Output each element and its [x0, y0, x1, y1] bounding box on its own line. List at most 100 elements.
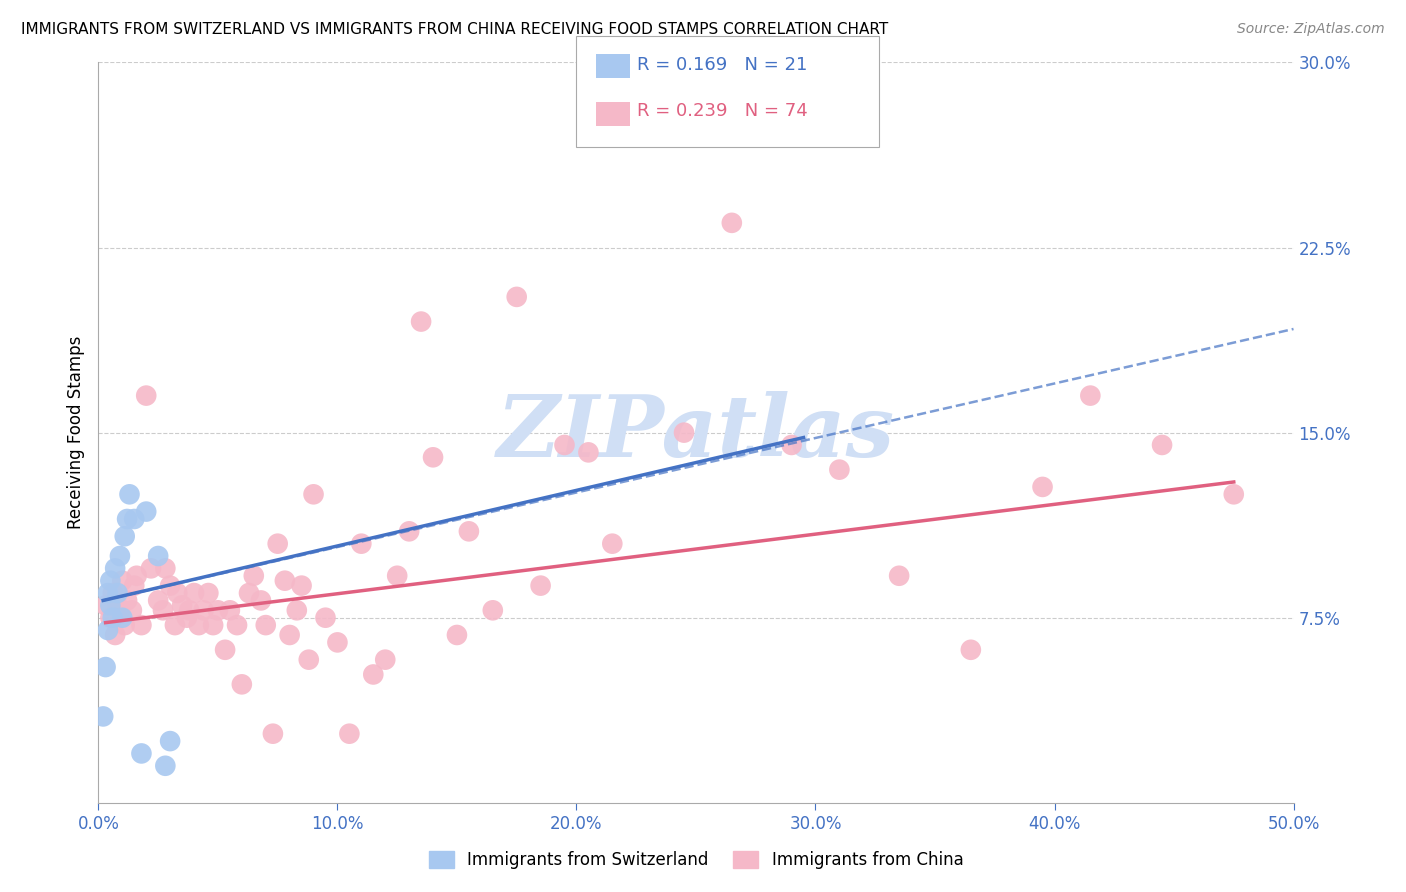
Point [350, 536, 373, 550]
Text: Source: ZipAtlas.com: Source: ZipAtlas.com [1237, 22, 1385, 37]
Point [1223, 487, 1246, 501]
Point [139, 561, 162, 575]
Text: ZIPatlas: ZIPatlas [496, 391, 896, 475]
Text: IMMIGRANTS FROM SWITZERLAND VS IMMIGRANTS FROM CHINA RECEIVING FOOD STAMPS CORRE: IMMIGRANTS FROM SWITZERLAND VS IMMIGRANT… [21, 22, 889, 37]
Point [1152, 438, 1174, 452]
Point [98, 574, 122, 588]
Point [315, 610, 337, 624]
Point [179, 603, 201, 617]
Point [780, 438, 803, 452]
Point [374, 653, 396, 667]
Point [152, 603, 174, 617]
Point [101, 586, 124, 600]
Point [721, 216, 744, 230]
Point [148, 593, 170, 607]
Point [148, 549, 170, 563]
Point [262, 727, 284, 741]
Point [115, 593, 138, 607]
Point [108, 549, 131, 563]
Point [411, 314, 433, 328]
Point [155, 561, 177, 575]
Point [187, 618, 209, 632]
Point [159, 734, 181, 748]
Point [107, 586, 129, 600]
Point [446, 628, 468, 642]
Point [250, 593, 273, 607]
Point [960, 642, 983, 657]
Point [219, 603, 242, 617]
Point [828, 462, 851, 476]
Point [226, 618, 249, 632]
Point [118, 487, 141, 501]
Point [889, 568, 911, 582]
Point [193, 603, 215, 617]
Point [302, 487, 325, 501]
Point [108, 603, 131, 617]
Point [398, 524, 420, 539]
Point [104, 561, 127, 575]
Point [111, 610, 134, 624]
Point [202, 618, 225, 632]
Legend: Immigrants from Switzerland, Immigrants from China: Immigrants from Switzerland, Immigrants … [422, 845, 970, 876]
Point [163, 618, 186, 632]
Point [458, 524, 481, 539]
Point [274, 574, 297, 588]
Point [111, 574, 134, 588]
Point [155, 758, 177, 772]
Point [197, 586, 219, 600]
Point [385, 568, 409, 582]
Point [91, 709, 114, 723]
Point [422, 450, 444, 465]
Point [238, 586, 260, 600]
Point [121, 603, 143, 617]
Point [124, 579, 146, 593]
Point [125, 568, 148, 582]
Point [159, 579, 181, 593]
Point [114, 529, 136, 543]
Point [131, 747, 153, 761]
Point [115, 512, 138, 526]
Point [721, 104, 744, 119]
Point [107, 599, 129, 613]
Text: R = 0.239   N = 74: R = 0.239 N = 74 [637, 103, 807, 120]
Point [1032, 480, 1054, 494]
Point [530, 579, 553, 593]
Y-axis label: Receiving Food Stamps: Receiving Food Stamps [66, 336, 84, 529]
Point [554, 438, 576, 452]
Text: R = 0.169   N = 21: R = 0.169 N = 21 [637, 56, 807, 74]
Point [183, 586, 205, 600]
Point [94, 660, 117, 674]
Point [176, 610, 198, 624]
Point [1080, 388, 1102, 402]
Point [114, 618, 136, 632]
Point [214, 642, 236, 657]
Point [101, 610, 124, 624]
Point [278, 628, 301, 642]
Point [135, 505, 157, 519]
Point [207, 603, 229, 617]
Point [98, 610, 122, 624]
Point [578, 445, 600, 459]
Point [481, 603, 505, 617]
Point [243, 568, 266, 582]
Point [673, 425, 696, 440]
Point [339, 727, 361, 741]
Point [172, 599, 194, 613]
Point [124, 512, 146, 526]
Point [97, 623, 120, 637]
Point [166, 586, 188, 600]
Point [135, 388, 157, 402]
Point [602, 536, 624, 550]
Point [97, 586, 120, 600]
Point [326, 635, 349, 649]
Point [98, 599, 122, 613]
Point [131, 618, 153, 632]
Point [104, 628, 127, 642]
Point [291, 579, 314, 593]
Point [298, 653, 321, 667]
Point [363, 667, 385, 681]
Point [94, 599, 117, 613]
Point [267, 536, 290, 550]
Point [254, 618, 277, 632]
Point [285, 603, 308, 617]
